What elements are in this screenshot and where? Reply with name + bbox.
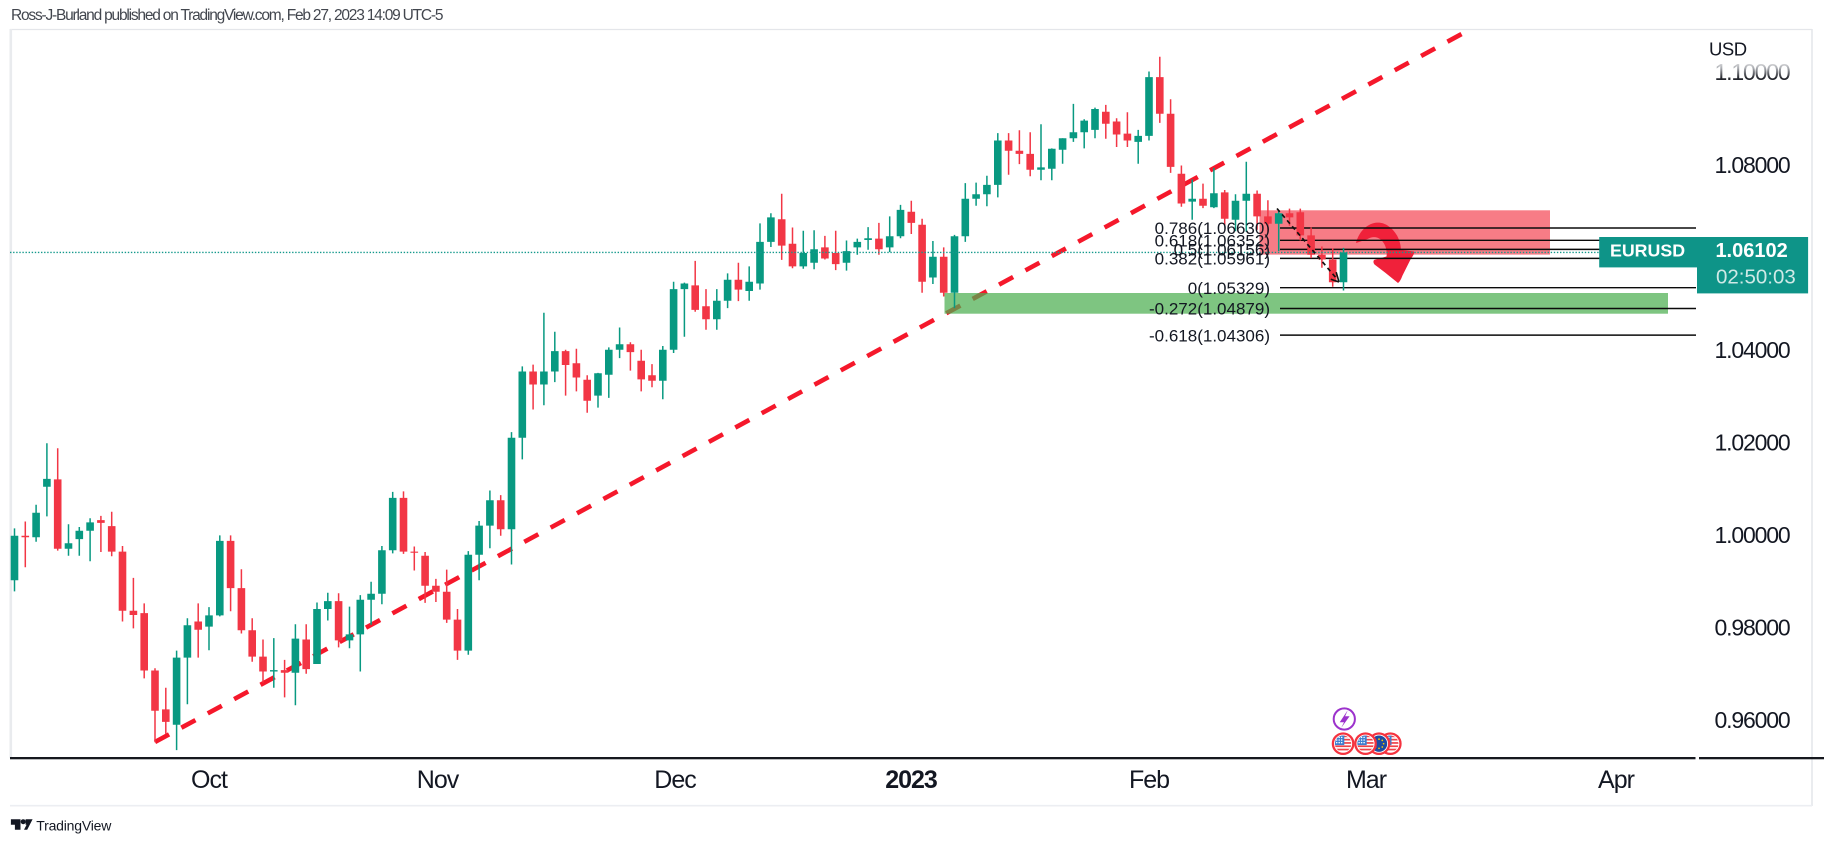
svg-text:Oct: Oct <box>191 766 228 794</box>
svg-text:-0.272(1.04879): -0.272(1.04879) <box>1149 300 1270 319</box>
svg-text:Dec: Dec <box>654 766 696 794</box>
svg-text:1.00000: 1.00000 <box>1714 522 1789 548</box>
svg-text:1.06102: 1.06102 <box>1715 240 1787 262</box>
svg-text:2023: 2023 <box>885 766 937 794</box>
svg-text:0.5(1.06156): 0.5(1.06156) <box>1174 241 1270 260</box>
svg-text:-0.618(1.04306): -0.618(1.04306) <box>1149 326 1270 345</box>
svg-text:1.08000: 1.08000 <box>1714 152 1789 178</box>
svg-text:Nov: Nov <box>417 766 460 794</box>
svg-text:Apr: Apr <box>1598 766 1635 794</box>
svg-text:TradingView: TradingView <box>36 818 112 834</box>
svg-text:EURUSD: EURUSD <box>1610 240 1685 260</box>
svg-text:1.04000: 1.04000 <box>1714 337 1789 363</box>
svg-text:Mar: Mar <box>1346 766 1387 794</box>
svg-text:USD: USD <box>1709 39 1747 60</box>
svg-text:1.10000: 1.10000 <box>1714 59 1789 85</box>
svg-text:0.786(1.06630): 0.786(1.06630) <box>1155 219 1270 238</box>
svg-text:0.618(1.06352): 0.618(1.06352) <box>1155 232 1270 251</box>
svg-text:0.382(1.05961): 0.382(1.05961) <box>1155 250 1270 269</box>
svg-text:0.96000: 0.96000 <box>1714 707 1789 733</box>
svg-text:Feb: Feb <box>1129 766 1169 794</box>
svg-text:1.02000: 1.02000 <box>1714 430 1789 456</box>
svg-text:0(1.05329): 0(1.05329) <box>1188 279 1270 298</box>
svg-text:0.98000: 0.98000 <box>1714 615 1789 641</box>
svg-text:02:50:03: 02:50:03 <box>1716 266 1796 289</box>
